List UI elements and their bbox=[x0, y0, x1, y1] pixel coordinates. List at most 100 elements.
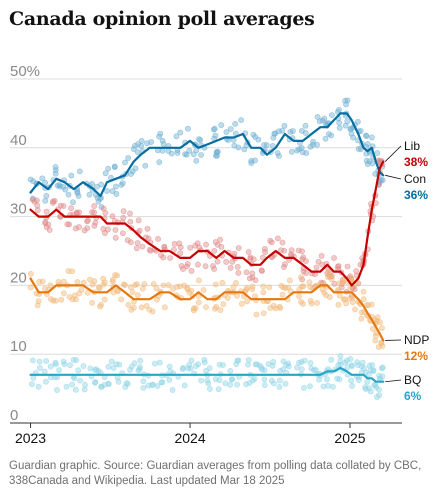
poll-dot bbox=[129, 168, 136, 175]
poll-dot bbox=[296, 293, 302, 300]
poll-dot bbox=[363, 157, 370, 164]
poll-dot bbox=[82, 381, 88, 388]
poll-dot bbox=[188, 357, 195, 364]
poll-dot bbox=[134, 292, 141, 299]
poll-dot bbox=[286, 277, 293, 284]
poll-dot bbox=[198, 152, 204, 158]
poll-dot bbox=[353, 268, 360, 274]
poll-dot bbox=[374, 394, 380, 400]
poll-dot bbox=[220, 301, 227, 307]
poll-dot bbox=[177, 129, 184, 136]
poll-dot bbox=[91, 209, 98, 216]
poll-dot bbox=[154, 383, 161, 389]
poll-dot bbox=[89, 281, 96, 288]
poll-dot bbox=[234, 381, 240, 388]
poll-dot bbox=[337, 353, 344, 359]
poll-dot bbox=[91, 222, 98, 229]
y-tick-label: 30 bbox=[10, 201, 27, 218]
x-axis: 2023 2024 2025 bbox=[10, 422, 402, 446]
poll-dot bbox=[296, 146, 302, 153]
poll-dot bbox=[276, 377, 283, 384]
poll-dot bbox=[144, 225, 151, 232]
poll-dot bbox=[336, 376, 343, 383]
poll-dot bbox=[58, 296, 65, 303]
poll-dot bbox=[245, 357, 252, 363]
poll-dot bbox=[202, 263, 209, 270]
poll-dot bbox=[73, 209, 80, 216]
poll-dot bbox=[316, 376, 322, 383]
poll-dot bbox=[374, 314, 381, 321]
poll-dot bbox=[337, 361, 344, 368]
poll-dot bbox=[348, 363, 355, 369]
poll-dot bbox=[366, 385, 372, 392]
poll-dot bbox=[119, 230, 126, 237]
series-line-bq bbox=[29, 366, 385, 383]
poll-dot bbox=[41, 368, 48, 375]
poll-dot bbox=[252, 133, 259, 140]
poll-dot bbox=[227, 264, 234, 271]
poll-dot bbox=[367, 388, 374, 395]
poll-dot bbox=[73, 357, 80, 364]
poll-dot bbox=[331, 280, 338, 287]
poll-dot bbox=[173, 133, 180, 140]
y-tick-label: 40 bbox=[10, 132, 27, 149]
poll-dot bbox=[288, 247, 295, 254]
poll-dot bbox=[349, 294, 356, 301]
poll-dot bbox=[294, 364, 300, 371]
poll-dot bbox=[328, 356, 335, 363]
poll-dot bbox=[29, 381, 35, 388]
poll-dot bbox=[195, 361, 202, 368]
y-tick-label: 20 bbox=[10, 269, 27, 286]
poll-dot bbox=[306, 279, 313, 286]
poll-dot bbox=[279, 127, 286, 134]
poll-dot bbox=[287, 128, 294, 135]
poll-dot bbox=[109, 213, 116, 220]
poll-dot bbox=[138, 143, 145, 149]
poll-dot bbox=[80, 363, 87, 369]
poll-dot bbox=[364, 378, 371, 385]
poll-dot bbox=[299, 248, 305, 255]
poll-dot bbox=[334, 375, 341, 382]
poll-dot bbox=[231, 250, 238, 257]
poll-dot bbox=[313, 264, 320, 271]
poll-dot bbox=[130, 304, 137, 311]
poll-dot bbox=[70, 199, 76, 206]
poll-dot bbox=[35, 383, 42, 390]
poll-dot bbox=[214, 258, 221, 265]
poll-dot bbox=[112, 227, 119, 233]
poll-dot bbox=[302, 130, 309, 136]
poll-dot bbox=[244, 298, 251, 305]
poll-dot bbox=[282, 261, 288, 268]
poll-dot bbox=[42, 197, 49, 204]
poll-dot bbox=[149, 382, 156, 388]
poll-dot bbox=[133, 245, 140, 252]
poll-dot bbox=[344, 97, 351, 104]
poll-dot bbox=[125, 155, 132, 161]
poll-dot bbox=[325, 382, 331, 389]
poll-dot bbox=[127, 210, 133, 217]
poll-dot bbox=[372, 337, 379, 344]
poll-dot bbox=[127, 218, 134, 225]
poll-dot bbox=[369, 326, 376, 332]
poll-dot bbox=[253, 311, 260, 318]
poll-dot bbox=[249, 377, 256, 384]
poll-dot bbox=[216, 377, 223, 384]
x-tick-label: 2023 bbox=[15, 430, 46, 446]
poll-dot bbox=[104, 188, 110, 194]
poll-dot bbox=[331, 255, 337, 261]
poll-dot bbox=[84, 289, 91, 296]
poll-dot bbox=[177, 283, 183, 290]
poll-dot bbox=[336, 124, 343, 131]
poll-dot bbox=[92, 367, 99, 373]
poll-dot bbox=[379, 343, 386, 349]
poll-dot bbox=[92, 379, 99, 385]
poll-dot bbox=[343, 357, 350, 364]
x-tick-label: 2024 bbox=[174, 430, 205, 446]
poll-dot bbox=[166, 377, 173, 383]
poll-dot bbox=[180, 266, 186, 272]
poll-dot bbox=[374, 150, 381, 156]
poll-dot bbox=[378, 176, 385, 183]
poll-dot bbox=[347, 285, 353, 292]
poll-dot bbox=[63, 383, 70, 390]
poll-dot bbox=[56, 367, 62, 374]
